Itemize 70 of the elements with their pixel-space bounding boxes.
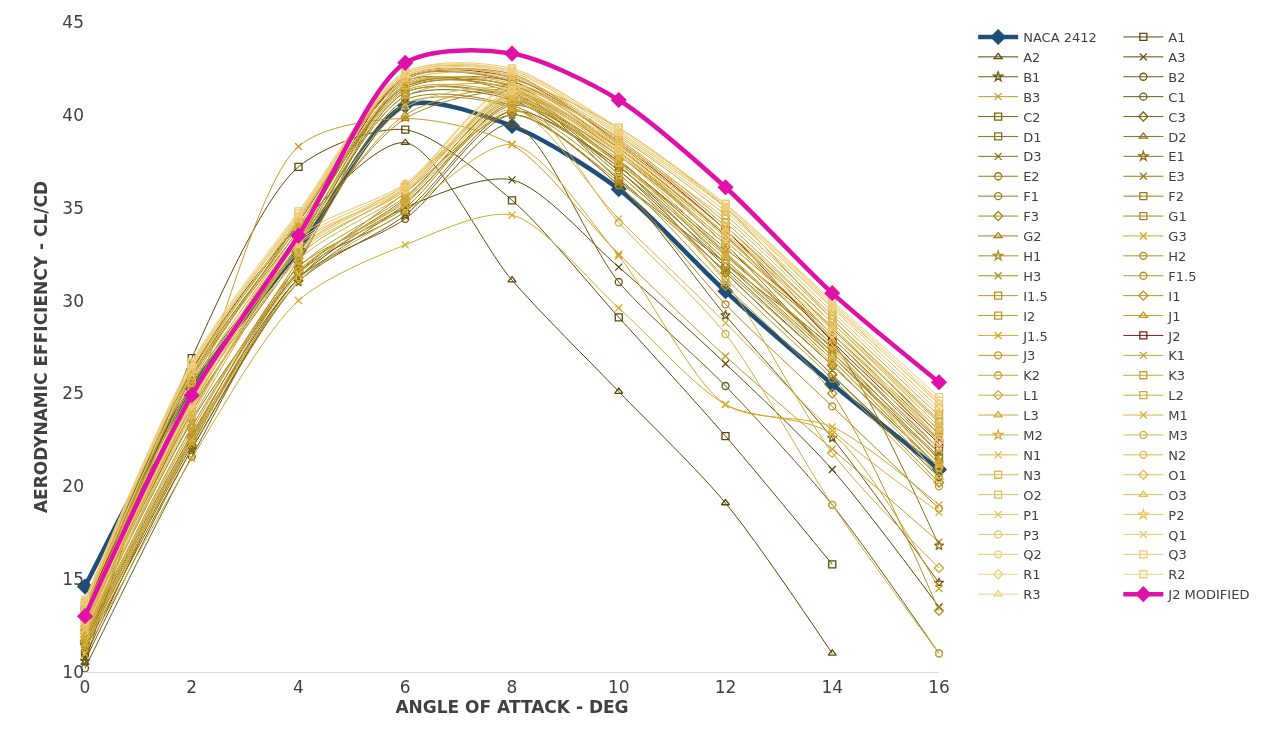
legend-label: A2 [1023, 49, 1041, 65]
x-tick-label: 14 [821, 677, 844, 698]
x-tick-label: 8 [506, 677, 518, 698]
legend-label: H3 [1023, 268, 1042, 284]
legend-label: C3 [1168, 109, 1186, 125]
legend-label: G2 [1023, 229, 1042, 245]
legend-label: Q1 [1168, 527, 1187, 543]
x-tick-label: 2 [186, 677, 198, 698]
legend-label: N2 [1168, 447, 1187, 463]
legend-label: P3 [1023, 527, 1040, 543]
legend-label: J2 [1167, 328, 1181, 344]
legend-label: A3 [1168, 49, 1186, 65]
legend-label: I2 [1023, 308, 1036, 324]
legend-label: C2 [1023, 109, 1041, 125]
legend-label: H2 [1168, 248, 1187, 264]
legend-label: K3 [1168, 368, 1186, 384]
legend-label: F1 [1023, 189, 1039, 205]
legend-label: R3 [1023, 587, 1041, 603]
legend-label: I1.5 [1023, 288, 1048, 304]
y-tick-label: 45 [62, 11, 84, 32]
legend-label: NACA 2412 [1023, 30, 1097, 46]
legend-label: J3 [1022, 348, 1036, 364]
legend-label: R1 [1023, 567, 1041, 583]
legend-label: J2 MODIFIED [1167, 587, 1250, 603]
legend-label: K1 [1168, 348, 1186, 364]
legend-label: J1 [1167, 308, 1181, 324]
x-tick-label: 10 [607, 677, 630, 698]
legend-label: F1.5 [1168, 268, 1197, 284]
legend-label: O2 [1023, 487, 1042, 503]
legend-label: C1 [1168, 89, 1186, 105]
legend-label: M1 [1168, 408, 1188, 424]
legend-label: P2 [1168, 507, 1185, 523]
legend-label: E1 [1168, 149, 1185, 165]
legend-label: O1 [1168, 467, 1187, 483]
legend-label: Q3 [1168, 547, 1187, 563]
legend-label: N3 [1023, 467, 1042, 483]
legend-label: F3 [1023, 209, 1039, 225]
x-tick-label: 16 [928, 677, 950, 698]
x-tick-label: 12 [714, 677, 737, 698]
legend-label: J1.5 [1022, 328, 1048, 344]
legend-label: F2 [1168, 189, 1185, 205]
x-tick-label: 6 [399, 677, 411, 698]
y-axis-title: AERODYNAMIC EFFICIENCY - CL/CD [30, 180, 51, 514]
legend-label: D2 [1168, 129, 1187, 145]
legend-label: E2 [1023, 169, 1040, 185]
legend-label: N1 [1023, 447, 1042, 463]
legend-label: B1 [1023, 69, 1041, 85]
legend-label: D3 [1023, 149, 1042, 165]
x-axis-title: ANGLE OF ATTACK - DEG [395, 697, 629, 718]
legend-label: L2 [1168, 388, 1184, 404]
legend-label: L1 [1023, 388, 1039, 404]
legend-label: E3 [1168, 169, 1185, 185]
legend-label: B2 [1168, 69, 1186, 85]
legend-label: G3 [1168, 229, 1187, 245]
legend-label: A1 [1168, 30, 1186, 46]
legend-label: L3 [1023, 408, 1039, 424]
legend-label: H1 [1023, 248, 1042, 264]
legend-label: P1 [1023, 507, 1040, 523]
x-tick-label: 4 [293, 677, 304, 698]
legend-label: M2 [1023, 428, 1043, 444]
x-tick-label: 0 [79, 677, 91, 698]
legend-label: K2 [1023, 368, 1040, 384]
legend-label: R2 [1168, 567, 1186, 583]
legend-label: D1 [1023, 129, 1042, 145]
legend-label: I1 [1168, 288, 1181, 304]
legend-label: O3 [1168, 487, 1187, 503]
legend-label: Q2 [1023, 547, 1042, 563]
legend-label: B3 [1023, 89, 1041, 105]
legend-label: M3 [1168, 428, 1188, 444]
legend-label: G1 [1168, 209, 1187, 225]
